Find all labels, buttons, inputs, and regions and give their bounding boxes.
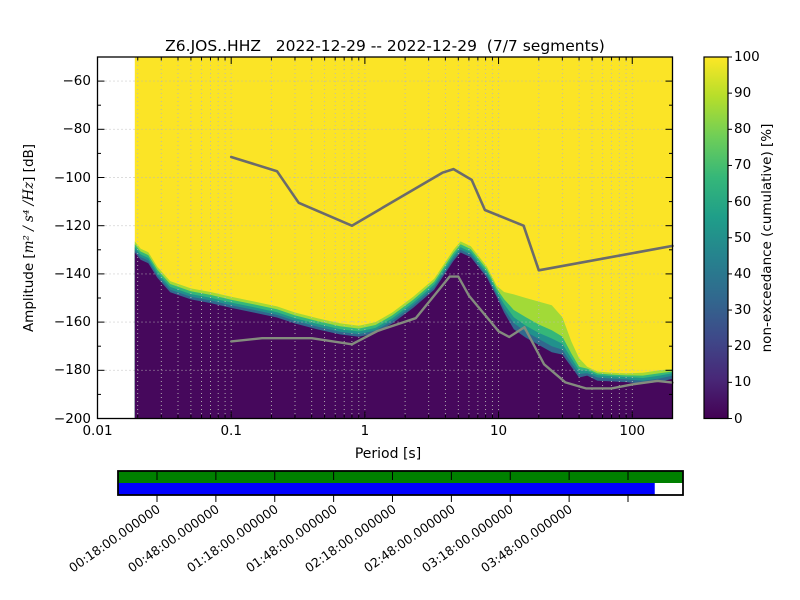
x-tick-label: 10 (489, 423, 508, 439)
colorbar-tick-label: 40 (734, 265, 752, 282)
nhnm-noise-model-line (229, 155, 674, 272)
x-tick-label: 0.1 (220, 423, 242, 439)
colorbar-tick-label: 80 (734, 121, 752, 138)
colorbar-tick-label: 50 (734, 229, 752, 246)
colorbar-tick-label: 90 (734, 85, 752, 102)
y-tick-label: −180 (53, 362, 91, 379)
colorbar-tick-label: 70 (734, 157, 752, 174)
plot-title: Z6.JOS..HHZ 2022-12-29 -- 2022-12-29 (7/… (165, 37, 605, 55)
y-tick-label: −60 (62, 73, 92, 90)
timeline-coverage-row (118, 471, 683, 483)
cumulative-region-0pct (134, 252, 673, 419)
plot-border (96, 56, 674, 420)
nlnm-noise-model-line (229, 275, 674, 390)
timeline-segments-row (118, 483, 655, 495)
colorbar-tick-label: 100 (734, 49, 760, 65)
colorbar-tick-label: 60 (734, 193, 752, 210)
colorbar-tick-label: 0 (734, 410, 743, 427)
y-tick-label: −120 (53, 217, 91, 234)
colorbar-tick-label: 10 (734, 374, 752, 391)
x-tick-label: 1 (360, 423, 370, 439)
x-axis-label: Period [s] (354, 446, 422, 462)
colorbar-tick-label: 20 (734, 338, 752, 355)
colorbar-tick-label: 30 (734, 302, 752, 319)
y-tick-label: −160 (53, 314, 91, 331)
colorbar-gradient (703, 56, 729, 420)
timeline-border (117, 470, 684, 496)
x-tick-label: 100 (619, 423, 646, 439)
y-tick-label: −100 (53, 169, 91, 186)
y-tick-label: −200 (53, 410, 91, 427)
x-tick-label: 0.01 (82, 423, 113, 439)
y-tick-label: −140 (53, 265, 91, 282)
y-tick-label: −80 (62, 121, 92, 138)
